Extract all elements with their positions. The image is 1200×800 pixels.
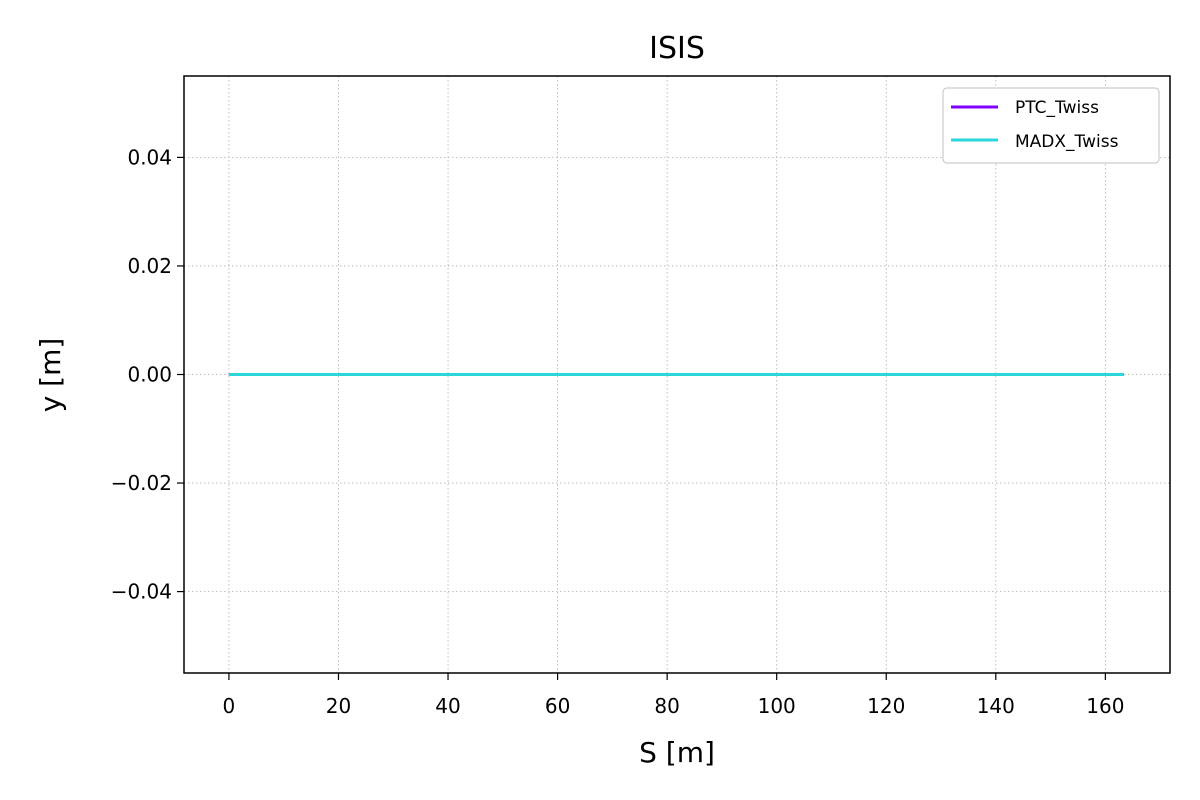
x-tick-label: 40: [435, 694, 460, 718]
y-axis-label: y [m]: [34, 338, 67, 413]
legend: PTC_Twiss MADX_Twiss: [942, 87, 1160, 164]
x-axis-ticks: 0 20 40 60 80 100 120 140 160: [223, 673, 1124, 718]
y-tick-label: 0.02: [127, 254, 172, 278]
y-tick-label: −0.04: [111, 580, 172, 604]
x-tick-label: 20: [326, 694, 351, 718]
x-tick-label: 80: [654, 694, 679, 718]
x-tick-label: 0: [223, 694, 236, 718]
y-tick-label: −0.02: [111, 471, 172, 495]
chart-title: ISIS: [649, 31, 705, 66]
legend-label-ptc: PTC_Twiss: [1015, 98, 1099, 118]
x-tick-label: 60: [545, 694, 570, 718]
x-tick-label: 120: [867, 694, 905, 718]
y-tick-label: 0.04: [127, 145, 172, 169]
legend-label-madx: MADX_Twiss: [1015, 132, 1119, 152]
y-tick-label: 0.00: [127, 363, 172, 387]
x-tick-label: 140: [977, 694, 1015, 718]
y-axis-ticks: 0.04 0.02 0.00 −0.02 −0.04: [111, 145, 184, 604]
x-tick-label: 160: [1086, 694, 1124, 718]
x-axis-label: S [m]: [639, 736, 715, 769]
x-tick-label: 100: [758, 694, 796, 718]
